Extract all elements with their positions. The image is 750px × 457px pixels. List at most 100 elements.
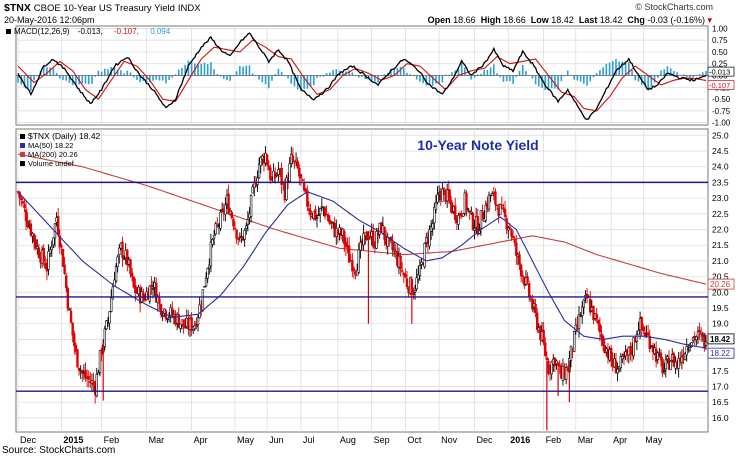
price-bar-body — [296, 160, 299, 169]
histogram-bar — [200, 63, 203, 76]
histogram-bar — [139, 75, 141, 83]
histogram-bar — [129, 72, 132, 76]
histogram-bar — [499, 75, 502, 78]
histogram-bar — [116, 69, 119, 76]
histogram-bar — [168, 75, 170, 81]
histogram-bar — [399, 66, 402, 76]
price-bar-body — [550, 361, 553, 375]
histogram-bar — [647, 75, 649, 90]
price-bar-body — [468, 210, 471, 212]
price-bar-body — [190, 317, 193, 331]
price-bar-body — [394, 250, 397, 253]
histogram-bar — [94, 75, 96, 77]
date-tick-label: 2015 — [63, 435, 83, 445]
open-value: 18.66 — [453, 15, 476, 25]
histogram-bar — [120, 70, 122, 76]
price-bar-body — [314, 209, 317, 220]
price-bar-body — [383, 226, 386, 240]
price-value-label: 20.26 — [710, 280, 731, 289]
price-bar-body — [481, 211, 484, 221]
price-bar-body — [235, 229, 238, 239]
price-tick-label: 16.0 — [712, 413, 729, 423]
price-bar-body — [204, 277, 208, 287]
histogram-bar — [521, 65, 524, 76]
histogram-bar — [316, 75, 318, 78]
price-bar-body — [347, 245, 351, 263]
macd-value-box — [707, 66, 735, 77]
high-value: 18.66 — [503, 15, 526, 25]
histogram-bar — [493, 64, 495, 76]
price-value-label: 18.22 — [710, 349, 731, 358]
histogram-bar — [97, 70, 100, 76]
histogram-bar — [534, 75, 537, 85]
price-bar-body — [663, 370, 666, 372]
price-bar-body — [259, 156, 262, 166]
histogram-bar — [303, 75, 305, 89]
brand-watermark: © StockCharts.com — [635, 2, 713, 12]
date-tick-label: Aug — [340, 435, 356, 445]
histogram-bar — [634, 75, 637, 81]
legend-entry: MA(200) 20.26 — [28, 150, 78, 159]
price-bar-body — [256, 177, 259, 185]
histogram-bar — [573, 75, 575, 80]
price-bar-body — [114, 266, 118, 282]
price-bar-body — [529, 298, 532, 300]
date-tick-label: Nov — [441, 435, 458, 445]
timestamp: 20-May-2016 12:06pm — [4, 15, 95, 25]
quote-summary: Open 18.66 High 18.66 Low 18.42 Last 18.… — [428, 15, 712, 26]
histogram-bar — [444, 74, 447, 76]
histogram-bar — [483, 69, 485, 76]
price-bar-body — [484, 205, 487, 221]
histogram-bar — [586, 75, 588, 86]
open-label: Open — [427, 15, 451, 25]
histogram-bar — [599, 70, 601, 76]
histogram-bar — [554, 75, 556, 89]
price-grid — [16, 129, 708, 432]
histogram-bar — [383, 74, 386, 76]
histogram-bar — [486, 70, 489, 76]
macd-legend-entry: MACD(12,26,9) — [14, 27, 70, 36]
price-bar-body — [285, 177, 288, 200]
histogram-bar — [531, 75, 534, 79]
price-bar-body — [510, 228, 513, 237]
price-tick-label: 21.0 — [712, 256, 729, 266]
macd-legend-entry: -0.013, — [78, 27, 103, 36]
price-bar-body — [436, 194, 439, 203]
macd-tick-label: -0.75 — [712, 107, 731, 116]
price-bar-body — [629, 345, 632, 354]
date-tick-label: Jun — [269, 435, 284, 445]
price-bar-body — [52, 237, 55, 246]
price-bar-body — [521, 275, 524, 277]
price-bar-body — [473, 228, 476, 231]
histogram-bar — [293, 75, 296, 87]
price-bar-body — [219, 211, 222, 229]
symbol-name: CBOE 10-Year US Treasury Yield — [33, 3, 175, 14]
price-bar-body — [92, 380, 95, 386]
price-bar-body — [420, 261, 423, 265]
price-bar-body — [97, 372, 100, 375]
price-bar-body — [44, 262, 47, 269]
histogram-bar — [235, 71, 238, 76]
histogram-bar — [402, 68, 405, 76]
price-bar-body — [132, 276, 135, 288]
histogram-bar — [676, 72, 678, 76]
price-bar-body — [454, 205, 457, 220]
price-bar-body — [111, 286, 115, 300]
ma200-line — [17, 153, 707, 285]
price-bar-body — [179, 323, 182, 329]
histogram-bar — [550, 75, 553, 89]
price-bar-body — [304, 188, 307, 192]
histogram-bar — [245, 65, 248, 76]
price-tick-label: 19.0 — [712, 319, 729, 329]
price-bar-body — [61, 248, 65, 267]
price-bar-body — [592, 305, 595, 321]
price-bar-body — [442, 187, 446, 190]
date-tick-label: Jul — [303, 435, 315, 445]
date-tick-label: 2016 — [510, 435, 530, 445]
support-resistance-lines — [16, 181, 708, 392]
histogram-bar — [17, 75, 19, 83]
price-bars — [16, 145, 708, 431]
price-bar-body — [558, 364, 561, 367]
price-bar-body — [677, 358, 680, 369]
